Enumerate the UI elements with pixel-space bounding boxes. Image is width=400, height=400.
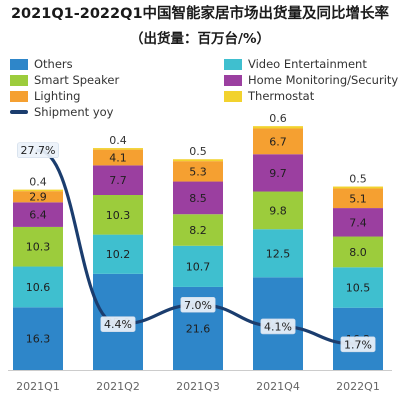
legend-label-smart-speaker: Smart Speaker [34,73,120,87]
yoy-label-2021q2: 4.4% [104,318,132,331]
data-label-video-entertainment-2021q2: 10.2 [106,248,131,261]
bar-smart-speaker-2021q1 [13,226,63,267]
legend-item-lighting: Lighting [10,89,80,103]
chart-legend: Others Video Entertainment Smart Speaker… [10,57,398,119]
chart-subtitle: （出货量：百万台/%） [130,31,270,47]
bar-thermostat-2022q1 [333,186,383,189]
bar-home-monitoring-security-2021q1 [13,202,63,227]
bar-home-monitoring-security-2021q2 [93,165,143,195]
x-tick-label-2021q1: 2021Q1 [16,380,60,393]
data-label-video-entertainment-2021q1: 10.6 [26,281,51,294]
legend-swatch-home-monitoring [224,74,242,86]
bar-home-monitoring-security-2021q4 [253,154,303,192]
x-tick-label-2021q4: 2021Q4 [256,380,300,393]
data-label-thermostat-2021q2: 0.4 [109,134,127,147]
legend-item-home-monitoring: Home Monitoring/Security [224,73,398,87]
data-label-lighting-2021q3: 5.3 [189,165,207,178]
chart-title: 2021Q1-2022Q1中国智能家居市场出货量及同比增长率 [10,6,390,22]
data-label-video-entertainment-2021q4: 12.5 [266,247,291,260]
bar-smart-speaker-2021q2 [93,195,143,235]
data-label-thermostat-2022q1: 0.5 [349,173,367,186]
bar-home-monitoring-security-2021q3 [173,181,223,215]
legend-item-thermostat: Thermostat [224,89,314,103]
bar-lighting-2022q1 [333,188,383,209]
legend-swatch-smart-speaker [10,74,28,86]
legend-label-shipment-yoy: Shipment yoy [34,105,114,119]
legend-swatch-others [10,58,28,70]
bar-lighting-2021q3 [173,161,223,182]
data-label-home-monitoring-security-2021q2: 7.7 [109,174,127,187]
data-label-smart-speaker-2022q1: 8.0 [349,246,367,259]
legend-item-others: Others [10,57,73,71]
yoy-label-2021q3: 7.0% [184,299,212,312]
yoy-label-2021q4: 4.1% [264,320,292,333]
yoy-label-box-2021q4 [260,318,296,335]
data-label-thermostat-2021q1: 0.4 [29,176,47,189]
legend-label-others: Others [34,57,73,71]
bar-smart-speaker-2021q3 [173,214,223,246]
data-label-lighting-2021q4: 6.7 [269,135,287,148]
data-label-thermostat-2021q3: 0.5 [189,145,207,158]
data-label-lighting-2021q1: 2.9 [29,191,47,204]
bar-others-2021q1 [13,307,63,370]
data-label-lighting-2021q2: 4.1 [109,152,127,165]
data-label-smart-speaker-2021q3: 8.2 [189,224,207,237]
yoy-label-box-2021q1 [17,142,59,159]
bar-thermostat-2021q1 [13,189,63,192]
bar-thermostat-2021q4 [253,126,303,129]
legend-swatch-thermostat [224,90,242,102]
bar-video-entertainment-2021q2 [93,234,143,274]
legend-label-video-entertainment: Video Entertainment [248,57,367,71]
bar-lighting-2021q1 [13,191,63,203]
x-tick-label-2021q3: 2021Q3 [176,380,220,393]
data-label-others-2021q3: 21.6 [186,322,211,335]
bar-video-entertainment-2022q1 [333,267,383,308]
bar-home-monitoring-security-2022q1 [333,208,383,237]
data-label-smart-speaker-2021q2: 10.3 [106,209,131,222]
bar-thermostat-2021q3 [173,159,223,162]
legend-item-video-entertainment: Video Entertainment [224,57,367,71]
legend-item-shipment-yoy: Shipment yoy [10,105,113,119]
bar-lighting-2021q2 [93,149,143,166]
data-label-smart-speaker-2021q4: 9.8 [269,204,287,217]
data-label-home-monitoring-security-2022q1: 7.4 [349,216,367,229]
yoy-label-box-2022q1 [340,336,376,353]
legend-swatch-lighting [10,90,28,102]
data-label-lighting-2022q1: 5.1 [349,192,367,205]
legend-label-thermostat: Thermostat [248,89,315,103]
bar-video-entertainment-2021q4 [253,229,303,278]
yoy-label-box-2021q3 [180,296,216,313]
data-label-others-2021q1: 16.3 [26,333,51,346]
legend-swatch-video-entertainment [224,58,242,70]
bar-video-entertainment-2021q3 [173,245,223,287]
yoy-label-2021q1: 27.7% [21,144,56,157]
yoy-label-box-2021q2 [100,316,136,332]
legend-label-home-monitoring: Home Monitoring/Security [248,73,399,87]
bar-video-entertainment-2021q1 [13,266,63,308]
data-label-video-entertainment-2022q1: 10.5 [346,282,371,295]
data-label-home-monitoring-security-2021q3: 8.5 [189,192,207,205]
x-tick-label-2022q1: 2022Q1 [336,380,380,393]
legend-label-lighting: Lighting [34,89,81,103]
legend-swatch-shipment-yoy [10,110,28,114]
data-label-home-monitoring-security-2021q4: 9.7 [269,167,287,180]
legend-item-smart-speaker: Smart Speaker [10,73,119,87]
yoy-label-2022q1: 1.7% [344,338,372,351]
data-label-home-monitoring-security-2021q1: 6.4 [29,209,47,222]
data-label-smart-speaker-2021q1: 10.3 [26,241,51,254]
bar-lighting-2021q4 [253,128,303,155]
bar-smart-speaker-2021q4 [253,191,303,230]
data-label-video-entertainment-2021q3: 10.7 [186,260,211,273]
bar-smart-speaker-2022q1 [333,236,383,268]
data-label-thermostat-2021q4: 0.6 [269,112,287,125]
bar-thermostat-2021q2 [93,148,143,150]
x-tick-label-2021q2: 2021Q2 [96,380,140,393]
